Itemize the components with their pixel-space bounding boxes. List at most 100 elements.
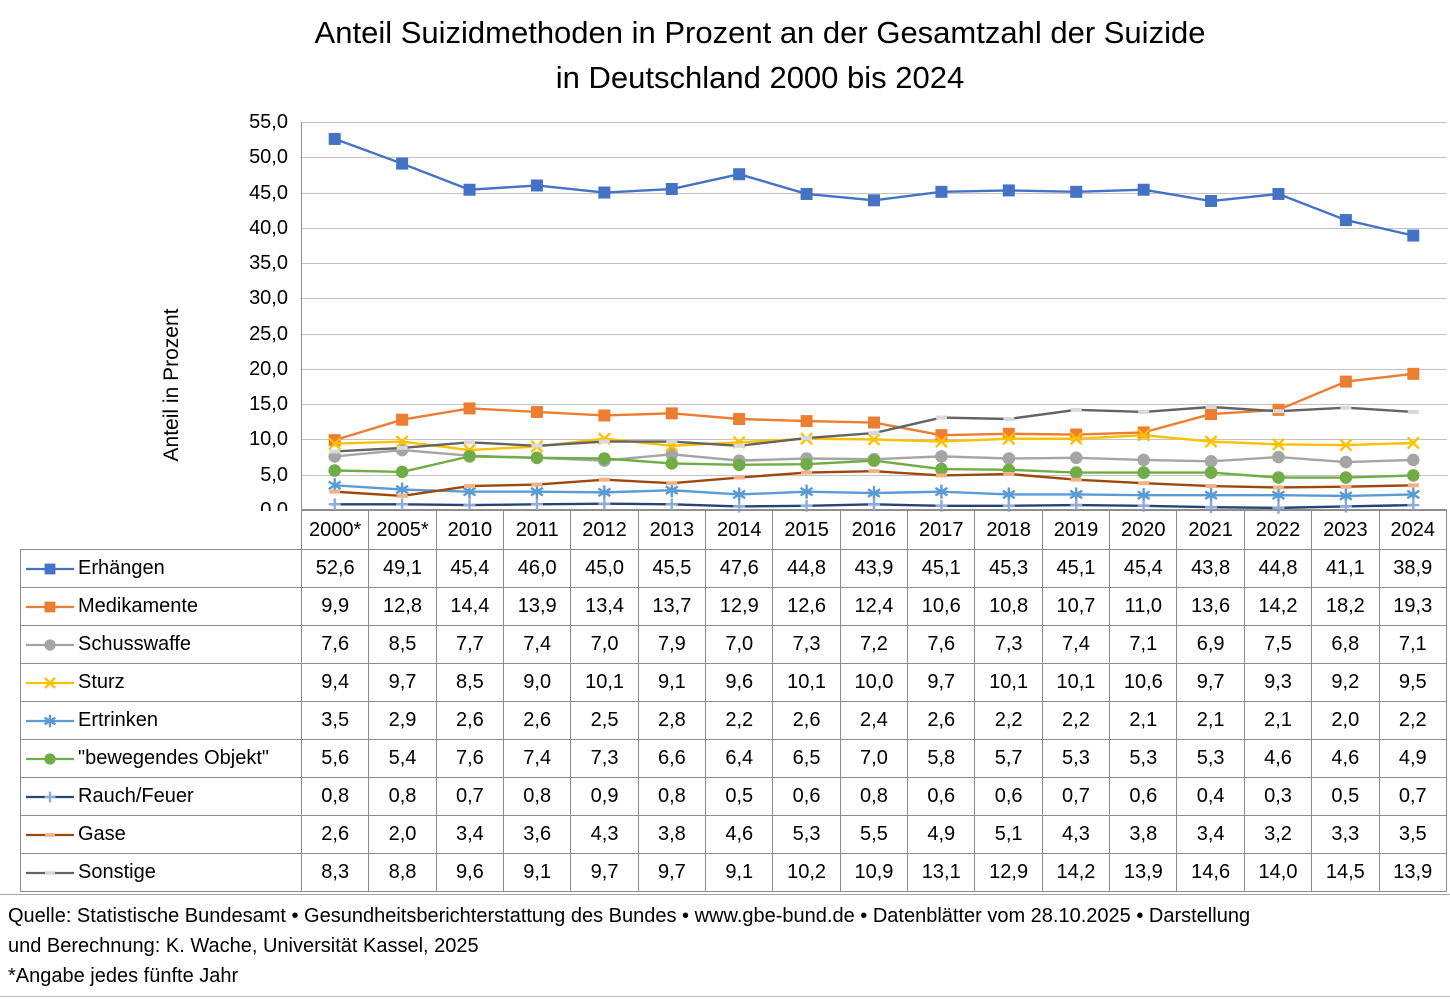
value-cell: 12,8 <box>368 587 437 626</box>
series-marker-icon <box>26 752 74 765</box>
value-cell: 5,4 <box>368 739 437 778</box>
plot-area <box>301 122 1447 514</box>
table-row: Medikamente 9,9 12,8 14,4 13,9 13,4 13,7 12,9 12… <box>20 587 1447 626</box>
value-cell: 2,9 <box>368 701 437 740</box>
value-cell: 2,1 <box>1243 701 1313 740</box>
series-legend: Erhängen <box>20 549 302 588</box>
bottom-divider <box>0 996 1450 997</box>
y-tick-label: 55,0 <box>249 111 288 133</box>
value-cell: 10,1 <box>772 663 841 702</box>
value-cell: 7,9 <box>637 625 707 664</box>
value-cell: 13,4 <box>570 587 639 626</box>
y-tick-label: 50,0 <box>249 146 288 169</box>
table-row: Sturz 9,4 9,7 8,5 9,0 10,1 9,1 9,6 10,1 10,0 9,7 10… <box>20 663 1447 702</box>
value-cell: 12,9 <box>974 853 1043 892</box>
value-cell: 3,8 <box>1109 815 1178 854</box>
table-row: "bewegendes Objekt" 5,6 5,4 7,6 7,4 7,3 6,6 6,4… <box>20 739 1447 778</box>
value-cell: 2,6 <box>907 701 976 740</box>
value-cell: 19,3 <box>1378 587 1447 626</box>
year-header: 2023 <box>1311 510 1380 550</box>
value-cell: 0,6 <box>1109 777 1178 816</box>
value-cell: 9,6 <box>705 663 774 702</box>
value-cell: 7,0 <box>839 739 909 778</box>
value-cell: 0,8 <box>368 777 437 816</box>
value-cell: 7,5 <box>1243 625 1313 664</box>
value-cell: 10,6 <box>907 587 976 626</box>
value-cell: 0,7 <box>1041 777 1111 816</box>
value-cell: 12,9 <box>705 587 774 626</box>
value-cell: 3,5 <box>1378 815 1447 854</box>
value-cell: 11,0 <box>1109 587 1178 626</box>
value-cell: 7,0 <box>570 625 639 664</box>
value-cell: 44,8 <box>772 549 841 588</box>
year-header: 2000* <box>300 510 370 550</box>
value-cell: 45,1 <box>907 549 976 588</box>
series-name: Sonstige <box>78 861 156 883</box>
value-cell: 9,4 <box>300 663 370 702</box>
y-tick-label: 35,0 <box>249 252 288 275</box>
source-note: Quelle: Statistische Bundesamt • Gesundh… <box>8 901 1442 991</box>
value-cell: 2,4 <box>839 701 909 740</box>
value-cell: 2,2 <box>705 701 774 740</box>
source-line1: Quelle: Statistische Bundesamt • Gesundh… <box>8 905 1251 927</box>
value-cell: 0,6 <box>907 777 976 816</box>
value-cell: 8,5 <box>435 663 505 702</box>
value-cell: 8,8 <box>368 853 437 892</box>
value-cell: 7,6 <box>300 625 370 664</box>
value-cell: 2,0 <box>368 815 437 854</box>
value-cell: 2,1 <box>1109 701 1178 740</box>
series-legend: Sonstige <box>20 853 302 892</box>
series-marker-icon <box>26 563 74 574</box>
year-header: 2024 <box>1378 510 1447 550</box>
y-tick-label: 30,0 <box>249 287 288 310</box>
value-cell: 9,0 <box>503 663 572 702</box>
year-header: 2011 <box>503 510 572 550</box>
value-cell: 9,9 <box>300 587 370 626</box>
value-cell: 47,6 <box>705 549 774 588</box>
value-cell: 46,0 <box>503 549 572 588</box>
series-name: Ertrinken <box>78 709 159 731</box>
value-cell: 2,2 <box>974 701 1043 740</box>
series-marker-icon <box>26 870 74 875</box>
series-sturz <box>328 428 1420 457</box>
y-tick-label: 15,0 <box>249 393 288 416</box>
table-row: Rauch/Feuer 0,8 0,8 0,7 0,8 0,9 0,8 0,5 0,6 0,8 0,… <box>20 777 1447 816</box>
value-cell: 6,5 <box>772 739 841 778</box>
value-cell: 8,3 <box>300 853 370 892</box>
value-cell: 45,4 <box>1109 549 1178 588</box>
value-cell: 4,6 <box>705 815 774 854</box>
value-cell: 45,5 <box>637 549 707 588</box>
year-header: 2016 <box>839 510 909 550</box>
year-header: 2013 <box>637 510 707 550</box>
series-legend: Rauch/Feuer <box>20 777 302 816</box>
value-cell: 7,6 <box>907 625 976 664</box>
value-cell: 45,0 <box>570 549 639 588</box>
value-cell: 14,6 <box>1176 853 1245 892</box>
value-cell: 0,7 <box>1378 777 1447 816</box>
series-sonstige <box>329 405 1419 454</box>
value-cell: 10,1 <box>974 663 1043 702</box>
year-header: 2012 <box>570 510 639 550</box>
series-name: Rauch/Feuer <box>78 785 194 807</box>
y-tick-label: 45,0 <box>249 181 288 204</box>
value-cell: 7,4 <box>503 739 572 778</box>
value-cell: 10,8 <box>974 587 1043 626</box>
table-row: Gase 2,6 2,0 3,4 3,6 4,3 3,8 4,6 5,3 5,5 4,9 5,1 4,3… <box>20 815 1447 854</box>
value-cell: 0,6 <box>974 777 1043 816</box>
series-legend: Ertrinken <box>20 701 302 740</box>
series-medikamente <box>328 367 1420 447</box>
value-cell: 7,3 <box>974 625 1043 664</box>
value-cell: 4,3 <box>1041 815 1111 854</box>
value-cell: 9,7 <box>907 663 976 702</box>
value-cell: 9,1 <box>705 853 774 892</box>
value-cell: 9,7 <box>637 853 707 892</box>
value-cell: 9,7 <box>1176 663 1245 702</box>
value-cell: 9,6 <box>435 853 505 892</box>
year-header: 2022 <box>1243 510 1313 550</box>
value-cell: 0,7 <box>435 777 505 816</box>
line-chart <box>301 122 1447 514</box>
value-cell: 5,1 <box>974 815 1043 854</box>
value-cell: 0,8 <box>503 777 572 816</box>
value-cell: 0,6 <box>772 777 841 816</box>
